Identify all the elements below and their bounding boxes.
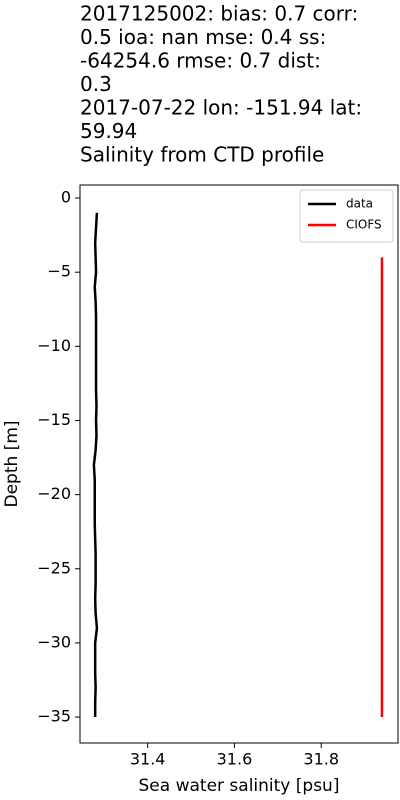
- plot-frame: [79, 184, 399, 744]
- legend-label: data: [346, 197, 373, 211]
- y-tick-label: −25: [37, 558, 71, 577]
- x-tick-label: 31.6: [217, 750, 253, 769]
- y-tick-label: −15: [37, 410, 71, 429]
- y-tick-label: −30: [37, 632, 71, 651]
- chart-title: 59.94: [80, 119, 137, 143]
- y-tick-label: −5: [47, 262, 71, 281]
- data-line: [92, 212, 99, 718]
- chart-title: 2017-07-22 lon: -151.94 lat:: [80, 96, 362, 120]
- y-tick-label: −20: [37, 484, 71, 503]
- chart-title: -64254.6 rmse: 0.7 dist:: [80, 49, 321, 73]
- y-tick-label: 0: [61, 188, 71, 207]
- x-axis-label: Sea water salinity [psu]: [139, 776, 340, 796]
- chart-title: 0.3: [80, 72, 112, 96]
- y-tick-label: −35: [37, 707, 71, 726]
- y-axis-label: Depth [m]: [2, 420, 22, 507]
- legend-label: CIOFS: [346, 218, 382, 232]
- chart-title: 0.5 ioa: nan mse: 0.4 ss:: [80, 25, 326, 49]
- chart-title: 2017125002: bias: 0.7 corr:: [80, 2, 358, 26]
- x-tick-label: 31.4: [130, 750, 166, 769]
- x-tick-label: 31.8: [303, 750, 339, 769]
- y-tick-label: −10: [37, 336, 71, 355]
- chart-title: Salinity from CTD profile: [80, 143, 324, 167]
